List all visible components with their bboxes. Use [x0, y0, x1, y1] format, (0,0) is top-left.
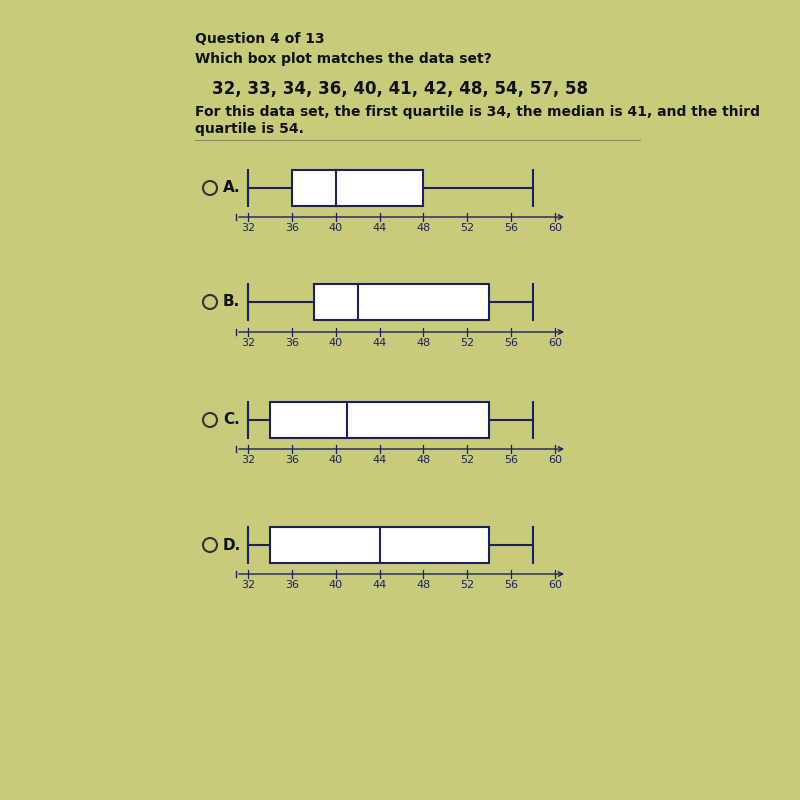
Text: 32, 33, 34, 36, 40, 41, 42, 48, 54, 57, 58: 32, 33, 34, 36, 40, 41, 42, 48, 54, 57, …: [212, 80, 588, 98]
Text: 60: 60: [548, 223, 562, 233]
Text: 48: 48: [416, 338, 430, 348]
Text: 56: 56: [504, 580, 518, 590]
Text: 40: 40: [329, 455, 342, 465]
Text: 48: 48: [416, 455, 430, 465]
Text: 56: 56: [504, 223, 518, 233]
Text: quartile is 54.: quartile is 54.: [195, 122, 304, 136]
Text: 40: 40: [329, 338, 342, 348]
Text: 60: 60: [548, 580, 562, 590]
Text: Which box plot matches the data set?: Which box plot matches the data set?: [195, 52, 492, 66]
Text: B.: B.: [223, 294, 240, 310]
Text: 56: 56: [504, 455, 518, 465]
Text: 36: 36: [285, 338, 299, 348]
Text: 56: 56: [504, 338, 518, 348]
Bar: [270, 402, 490, 438]
Text: 60: 60: [548, 338, 562, 348]
Text: 52: 52: [460, 580, 474, 590]
Text: For this data set, the first quartile is 34, the median is 41, and the third: For this data set, the first quartile is…: [195, 105, 760, 119]
Text: D.: D.: [223, 538, 242, 553]
Text: C.: C.: [223, 413, 240, 427]
Text: 52: 52: [460, 223, 474, 233]
Text: 44: 44: [373, 455, 386, 465]
Text: 32: 32: [241, 223, 255, 233]
Bar: [270, 527, 490, 563]
Text: 52: 52: [460, 455, 474, 465]
Text: 40: 40: [329, 223, 342, 233]
Text: Question 4 of 13: Question 4 of 13: [195, 32, 325, 46]
Text: 40: 40: [329, 580, 342, 590]
Bar: [314, 284, 490, 320]
Text: 48: 48: [416, 580, 430, 590]
Text: 36: 36: [285, 580, 299, 590]
Text: 32: 32: [241, 580, 255, 590]
Text: 36: 36: [285, 455, 299, 465]
Text: 32: 32: [241, 455, 255, 465]
Text: 44: 44: [373, 338, 386, 348]
Text: 32: 32: [241, 338, 255, 348]
Text: 36: 36: [285, 223, 299, 233]
Text: A.: A.: [223, 181, 241, 195]
Text: 52: 52: [460, 338, 474, 348]
Bar: [292, 170, 423, 206]
Text: 60: 60: [548, 455, 562, 465]
Text: 44: 44: [373, 580, 386, 590]
Text: 44: 44: [373, 223, 386, 233]
Text: 48: 48: [416, 223, 430, 233]
